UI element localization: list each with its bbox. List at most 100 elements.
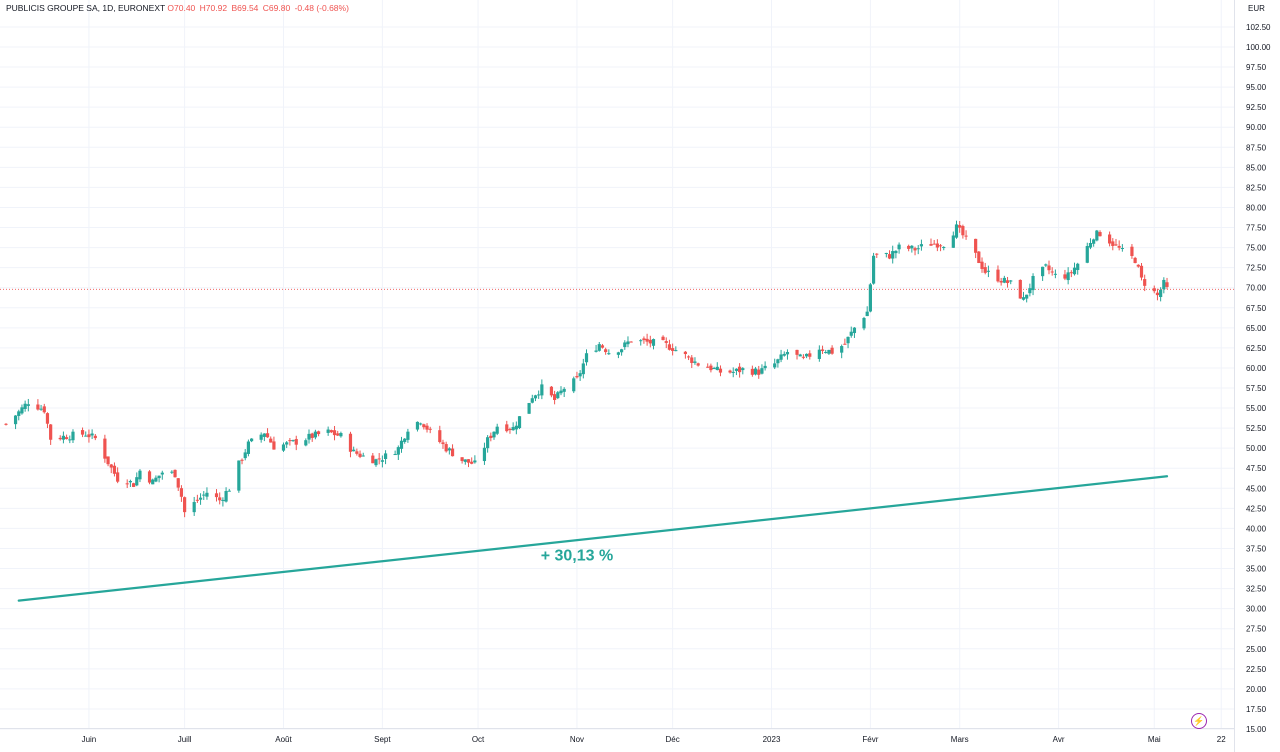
candle-body [626,341,630,345]
x-tick-label: Mars [951,735,969,744]
candle-body [358,453,362,457]
candle-body [246,441,251,454]
candle-body [572,378,576,392]
candle-body [584,353,589,363]
candle-body [639,340,643,342]
candle-body [1155,292,1160,296]
candle-body [371,455,375,464]
candle-body [875,253,879,255]
candle-body [377,458,381,460]
x-tick-label: Août [275,735,292,744]
candle-body [135,477,139,486]
candle-body [932,243,936,245]
candle-body [17,411,21,416]
candle-body [380,460,384,462]
x-tick-label: Févr [862,735,878,744]
candle-body [1114,244,1118,246]
candle-body [575,376,579,378]
candle-body [329,430,333,433]
y-tick-label: 60.00 [1246,364,1267,373]
x-tick-label: Sept [374,735,391,744]
candle-body [58,437,62,440]
y-tick-label: 70.00 [1246,284,1267,293]
candle-body [26,404,30,406]
candle-body [996,269,1000,282]
candle-body [517,416,522,429]
y-tick-label: 62.50 [1246,344,1267,353]
candle-body [291,440,295,442]
candle-body [712,368,716,370]
x-tick-label: Juin [82,735,97,744]
candle-body [862,318,866,329]
candle-body [667,344,672,350]
x-tick-label: Nov [570,735,584,744]
candle-body [259,434,263,440]
candle-body [176,478,180,488]
candle-body [23,403,27,409]
candle-body [463,459,467,462]
low-value: B69.54 [231,3,259,13]
candle-body [578,373,582,377]
candle-body [868,284,872,312]
candle-body [964,235,968,237]
candle-body [827,349,831,354]
candle-body [237,460,241,491]
y-tick-label: 40.00 [1246,524,1267,533]
candle-body [288,440,292,442]
candle-body [852,327,857,334]
candle-body [1120,248,1124,250]
candle-body [562,388,566,392]
y-tick-label: 100.00 [1246,43,1271,52]
candle-body [36,404,40,410]
candle-body [240,459,244,461]
candle-body [1025,294,1029,299]
trend-line [17,475,1169,602]
candle-body [470,461,474,464]
candle-body [1021,297,1026,300]
y-tick-label: 25.00 [1246,645,1267,654]
candle-body [1095,230,1099,241]
y-tick-label: 75.00 [1246,244,1267,253]
candle-body [183,497,187,513]
candle-body [1162,279,1166,290]
candle-body [642,338,646,341]
candle-body [399,440,404,449]
currency-label: EUR [1248,4,1265,13]
candle-body [1050,271,1054,273]
candle-body [112,465,117,474]
candle-body [1139,265,1144,278]
y-tick-label: 57.50 [1246,384,1267,393]
candle-body [741,368,745,371]
y-tick-label: 47.50 [1246,464,1267,473]
candle-body [106,456,110,465]
candle-body [849,331,853,336]
candle-body [1009,280,1013,282]
candle-body [243,452,247,459]
candle-body [683,351,687,355]
symbol-label: PUBLICIS GROUPE SA, 1D, EURONEXT [6,3,166,13]
candle-body [285,442,289,445]
candle-body [600,345,605,348]
candle-body [195,499,199,501]
candle-body [907,245,911,249]
candle-body [913,248,917,251]
candle-body [980,261,984,269]
candle-body [403,438,407,442]
candle-body [352,449,356,452]
y-tick-label: 97.50 [1246,63,1267,72]
candle-body [840,346,844,353]
candle-body [447,448,451,451]
lightning-icon[interactable]: ⚡ [1191,713,1207,729]
candle-body [1111,241,1115,246]
candle-body [798,354,802,357]
candle-body [138,470,142,480]
y-tick-label: 32.50 [1246,585,1267,594]
candle-body [1053,273,1057,275]
candle-body [671,348,675,351]
candle-body [84,435,88,437]
candle-body [728,370,732,373]
y-tick-label: 27.50 [1246,625,1267,634]
candle-body [307,433,311,440]
candle-body [1041,266,1045,277]
